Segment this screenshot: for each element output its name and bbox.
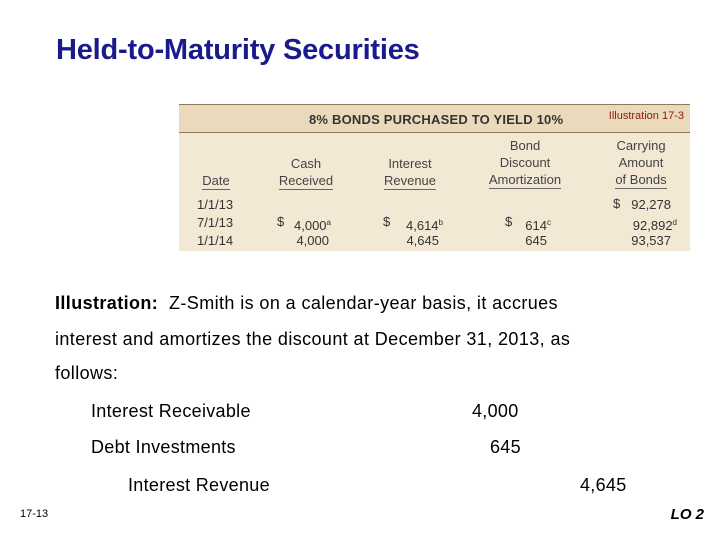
row1-carrying-dollar: $: [613, 196, 621, 211]
row3-carrying: 93,537: [631, 233, 671, 248]
row3-interest: 4,645: [406, 233, 439, 248]
row1-date: 1/1/13: [197, 197, 234, 212]
row2-carrying-sup: d: [672, 218, 677, 227]
row2-cash-dollar: $: [277, 214, 285, 229]
col-bond-l2: Discount: [499, 155, 551, 170]
col-bond-l1: Bond: [509, 138, 541, 153]
entry-debit-interest-receivable: 4,000: [472, 401, 519, 421]
illustration-tag: Illustration 17-3: [608, 110, 684, 122]
row3-amort: 645: [525, 233, 547, 248]
entry-account-interest-revenue: Interest Revenue: [128, 475, 270, 495]
row2-amort: 614c: [511, 214, 551, 235]
col-interest-l2: Revenue: [383, 173, 437, 190]
row2-interest: 4,614b: [387, 214, 443, 235]
col-cash-l1: Cash: [290, 156, 322, 171]
entry-account-debt-investments: Debt Investments: [91, 437, 236, 457]
row2-date: 7/1/13: [197, 215, 234, 230]
entry-account-interest-receivable: Interest Receivable: [91, 401, 251, 421]
row2-amort-value: 614: [525, 218, 547, 233]
row3-cash: 4,000: [296, 233, 329, 248]
row1-carrying: 92,278: [631, 197, 671, 212]
illustration-table: 8% BONDS PURCHASED TO YIELD 10% Illustra…: [179, 104, 690, 251]
row2-amort-sup: c: [547, 218, 551, 227]
col-carry-l2: Amount: [618, 155, 664, 170]
row2-carrying-value: 92,892: [632, 218, 673, 233]
learning-objective: LO 2: [670, 506, 704, 523]
illustration-text-line1: Illustration: Z-Smith is on a calendar-y…: [55, 293, 558, 314]
row2-cash-sup: a: [326, 218, 331, 227]
col-head-cash: Cash Received: [271, 155, 341, 190]
row2-interest-dollar: $: [383, 214, 391, 229]
col-carry-l3: of Bonds: [615, 172, 667, 189]
col-bond-l3: Amortization: [488, 172, 562, 189]
illustration-header-bar: 8% BONDS PURCHASED TO YIELD 10% Illustra…: [179, 104, 690, 133]
col-head-date: Date: [193, 172, 239, 190]
row2-amort-dollar: $: [505, 214, 513, 229]
illustration-line1: Z-Smith is on a calendar-year basis, it …: [169, 293, 558, 313]
illustration-line3: follows:: [55, 363, 119, 383]
row2-interest-sup: b: [438, 218, 443, 227]
col-head-interest: Interest Revenue: [377, 155, 443, 190]
row2-interest-value: 4,614: [406, 218, 439, 233]
col-date-label: Date: [202, 173, 230, 190]
slide-title: Held-to-Maturity Securities: [56, 34, 420, 66]
col-interest-l1: Interest: [388, 156, 432, 171]
row2-carrying: 92,892d: [619, 214, 677, 235]
slide-number: 17-13: [20, 508, 49, 520]
illustration-line2: interest and amortizes the discount at D…: [55, 329, 571, 349]
entry-credit-interest-revenue: 4,645: [580, 475, 627, 495]
entry-debit-debt-investments: 645: [490, 437, 521, 457]
col-cash-l2: Received: [278, 173, 334, 190]
col-head-carrying: Carrying Amount of Bonds: [601, 137, 681, 189]
row3-date: 1/1/14: [197, 233, 234, 248]
illustration-heading: 8% BONDS PURCHASED TO YIELD 10%: [309, 112, 564, 127]
illustration-label: Illustration:: [55, 293, 159, 313]
col-carry-l1: Carrying: [616, 138, 666, 153]
row2-cash: 4,000a: [281, 214, 331, 235]
col-head-amort: Bond Discount Amortization: [479, 137, 571, 189]
row2-cash-value: 4,000: [294, 218, 327, 233]
